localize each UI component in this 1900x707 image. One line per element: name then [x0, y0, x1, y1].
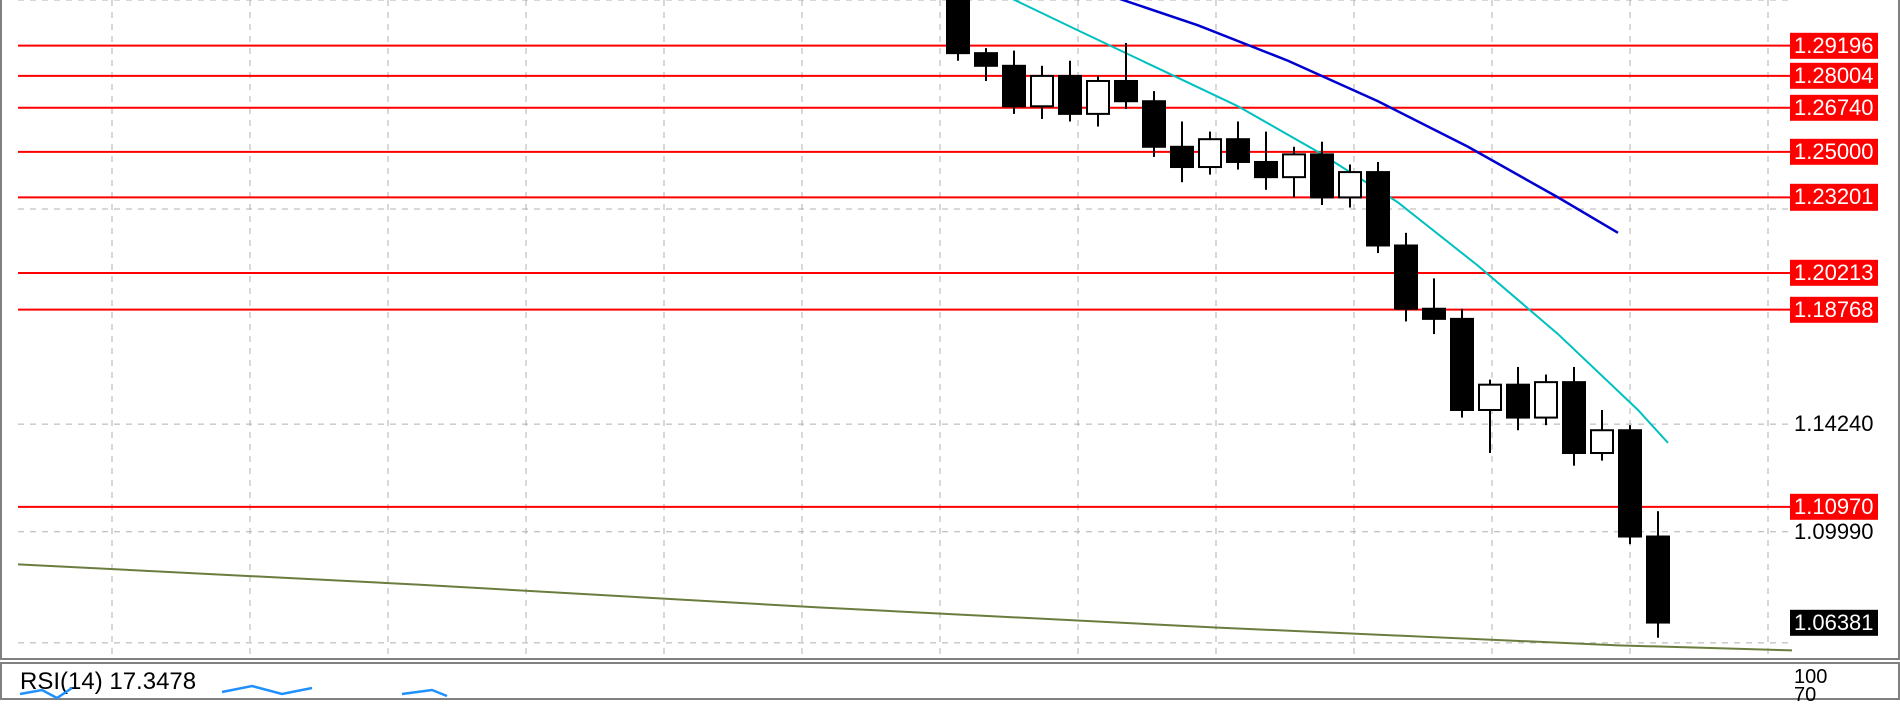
rsi-svg	[2, 664, 1792, 700]
price-level-label: 1.29196	[1790, 32, 1878, 58]
rsi-axis: 10070	[1790, 664, 1894, 700]
price-tick-label: 1.09990	[1794, 519, 1874, 545]
rsi-panel[interactable]: RSI(14) 17.3478 10070	[0, 662, 1900, 700]
price-level-label: 1.10970	[1790, 494, 1878, 520]
price-level-label: 1.23201	[1790, 184, 1878, 210]
price-level-label: 1.26740	[1790, 95, 1878, 121]
price-chart-panel[interactable]: 1.29196 1.28004 1.26740 1.25000 1.23201 1.202…	[0, 0, 1900, 660]
chart-canvas[interactable]	[18, 0, 1792, 658]
price-level-label: 1.20213	[1790, 260, 1878, 286]
price-level-label: 1.18768	[1790, 296, 1878, 322]
price-level-label: 1.25000	[1790, 139, 1878, 165]
current-price-label: 1.06381	[1790, 610, 1878, 636]
price-level-label: 1.28004	[1790, 63, 1878, 89]
chart-svg	[18, 0, 1792, 658]
price-tick-label: 1.14240	[1794, 411, 1874, 437]
price-axis: 1.29196 1.28004 1.26740 1.25000 1.23201 1.202…	[1790, 0, 1898, 658]
rsi-tick-label: 70	[1794, 684, 1816, 707]
